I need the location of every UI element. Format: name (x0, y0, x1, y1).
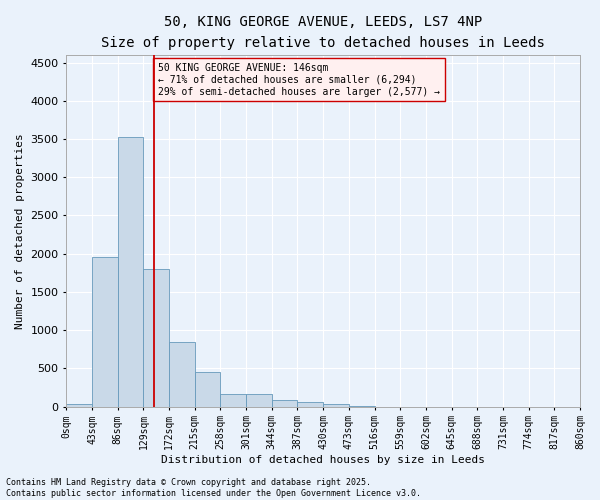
Bar (143, 269, 169, 406)
Bar (323, 404, 349, 406)
Bar (169, 342, 195, 406)
Bar (298, 402, 323, 406)
X-axis label: Distribution of detached houses by size in Leeds: Distribution of detached houses by size … (161, 455, 485, 465)
Text: Contains HM Land Registry data © Crown copyright and database right 2025.
Contai: Contains HM Land Registry data © Crown c… (6, 478, 421, 498)
Bar (118, 138, 143, 406)
Y-axis label: Number of detached properties: Number of detached properties (15, 133, 25, 328)
Bar (195, 372, 220, 406)
Bar (92, 258, 118, 406)
Bar (220, 394, 246, 406)
Bar (272, 400, 298, 406)
Bar (246, 394, 272, 406)
Title: 50, KING GEORGE AVENUE, LEEDS, LS7 4NP
Size of property relative to detached hou: 50, KING GEORGE AVENUE, LEEDS, LS7 4NP S… (101, 15, 545, 50)
Bar (67, 404, 92, 406)
Text: 50 KING GEORGE AVENUE: 146sqm
← 71% of detached houses are smaller (6,294)
29% o: 50 KING GEORGE AVENUE: 146sqm ← 71% of d… (158, 64, 440, 96)
